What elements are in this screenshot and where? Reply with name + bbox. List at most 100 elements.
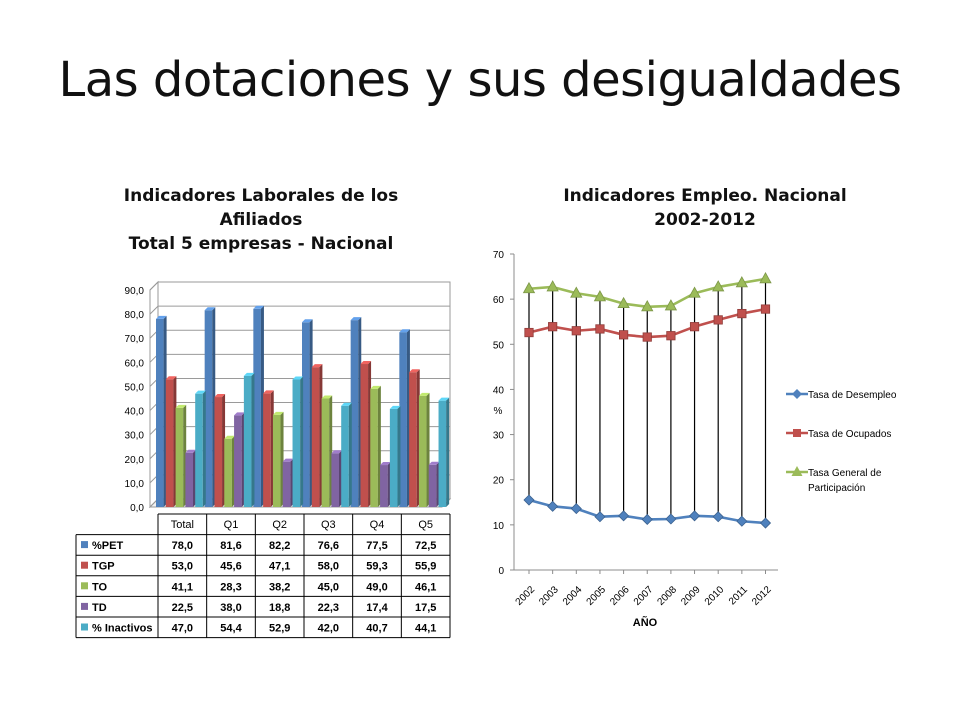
line-point-square: [548, 322, 558, 332]
line-chart-x-tick-label: 2003: [537, 584, 561, 608]
data-table-value: 45,6: [220, 561, 241, 573]
bar: [311, 367, 320, 507]
bar-side: [300, 376, 304, 507]
bar: [214, 397, 223, 507]
bar-top: [282, 458, 294, 462]
data-table-value: 72,5: [415, 540, 436, 552]
data-table-category-label: Q1: [224, 519, 239, 531]
line-point-square: [666, 331, 676, 341]
bar-top: [311, 364, 323, 368]
line-point-triangle: [546, 280, 559, 292]
line-point-square: [689, 322, 700, 332]
line-chart-y-axis-title: %: [494, 406, 503, 417]
line-chart-x-axis-title: AÑO: [633, 616, 658, 629]
bar-side: [397, 405, 401, 507]
line-chart-y-tick-label: 0: [498, 566, 504, 577]
line-point-diamond: [618, 510, 630, 522]
line-chart-x-tick-label: 2010: [703, 584, 727, 608]
bar-top: [175, 404, 187, 408]
data-table-value: 78,0: [172, 540, 193, 552]
legend-label: Tasa de Ocupados: [808, 429, 891, 440]
bar: [321, 398, 330, 507]
legend-label: Tasa de Desempleo: [808, 390, 897, 401]
bar-chart-title-line-3: Total 5 empresas - Nacional: [128, 234, 394, 254]
data-table-value: 45,0: [318, 581, 339, 593]
line-point-diamond: [570, 503, 582, 515]
data-table-category-label: Q3: [321, 519, 336, 531]
line-point-square: [619, 330, 629, 340]
line-chart-y-tick-label: 70: [493, 250, 505, 261]
line-point-triangle: [664, 299, 678, 311]
bar-top: [380, 462, 391, 466]
bar-top: [243, 372, 255, 376]
data-table-series-label: TO: [92, 581, 108, 593]
line-chart-y-tick-label: 30: [493, 431, 505, 442]
bar: [243, 375, 252, 507]
bar: [224, 438, 232, 507]
line-point-square: [524, 327, 534, 338]
line-point-diamond: [665, 513, 677, 525]
line-point-diamond: [641, 513, 653, 526]
line-chart-x-tick-label: 2002: [514, 584, 538, 608]
bar: [185, 452, 193, 507]
data-table-value: 77,5: [366, 540, 387, 552]
line-chart-y-tick-label: 40: [493, 385, 505, 396]
line-chart-x-tick-label: 2009: [679, 584, 703, 608]
line-chart-x-tick-label: 2008: [656, 584, 680, 608]
bar-chart-y-tick-label: 50,0: [125, 382, 145, 393]
line-chart-x-tick-label: 2011: [727, 584, 750, 607]
line-point-triangle: [617, 296, 630, 309]
bar-chart-y-tick-label: 80,0: [125, 310, 145, 321]
bar: [175, 407, 184, 507]
data-table-value: 18,8: [269, 602, 290, 614]
bar-top: [302, 319, 313, 323]
line-point-diamond: [712, 511, 724, 523]
bar: [380, 465, 388, 507]
data-table-value: 28,3: [220, 581, 241, 593]
bar: [165, 379, 174, 507]
bar: [370, 388, 378, 507]
line-chart-x-tick-label: 2007: [632, 584, 656, 608]
slide-title: Las dotaciones y sus desigualdades: [58, 52, 902, 108]
line-point-triangle: [570, 286, 583, 298]
legend-marker-diamond: [792, 389, 802, 399]
legend-label: Participación: [808, 483, 865, 494]
data-table-value: 38,2: [269, 581, 290, 593]
line-chart-y-tick-label: 50: [493, 340, 505, 351]
bar-top: [292, 376, 304, 380]
data-table-legend-key: [81, 541, 88, 549]
bar: [428, 464, 437, 507]
line-point-triangle: [641, 299, 654, 312]
bar-chart-title-line-2: Afiliados: [219, 210, 303, 230]
data-table-value: 53,0: [172, 561, 193, 573]
line-chart-y-tick-label: 10: [493, 521, 505, 532]
bar-chart-y-tick-label: 20,0: [125, 455, 145, 466]
bar: [418, 395, 427, 507]
data-table-value: 41,1: [172, 581, 193, 593]
bar: [331, 453, 339, 507]
bar-side: [251, 372, 255, 507]
bar: [302, 322, 310, 507]
data-table-value: 47,1: [269, 561, 290, 573]
legend-marker-triangle: [791, 466, 803, 476]
legend-label: Tasa General de: [808, 468, 882, 479]
line-point-triangle: [593, 290, 607, 302]
bar-top: [224, 435, 235, 439]
data-table-category-label: Q2: [272, 519, 287, 531]
bar-chart-gridline: [149, 305, 450, 315]
line-point-square: [642, 332, 652, 342]
data-table-legend-key: [81, 582, 88, 590]
legend-marker-square: [793, 429, 801, 437]
bar: [272, 414, 281, 507]
bar-chart-y-tick-label: 10,0: [125, 479, 145, 490]
bar-top: [156, 315, 167, 319]
bar-top: [214, 394, 226, 398]
data-table-value: 38,0: [220, 602, 241, 614]
data-table-value: 55,9: [415, 561, 436, 573]
bar-top: [263, 390, 274, 394]
bar-top: [438, 397, 450, 401]
line-point-triangle: [522, 281, 536, 294]
bar-chart-y-tick-label: 90,0: [125, 286, 145, 297]
bar-top: [253, 305, 264, 309]
bar-top: [341, 402, 352, 406]
